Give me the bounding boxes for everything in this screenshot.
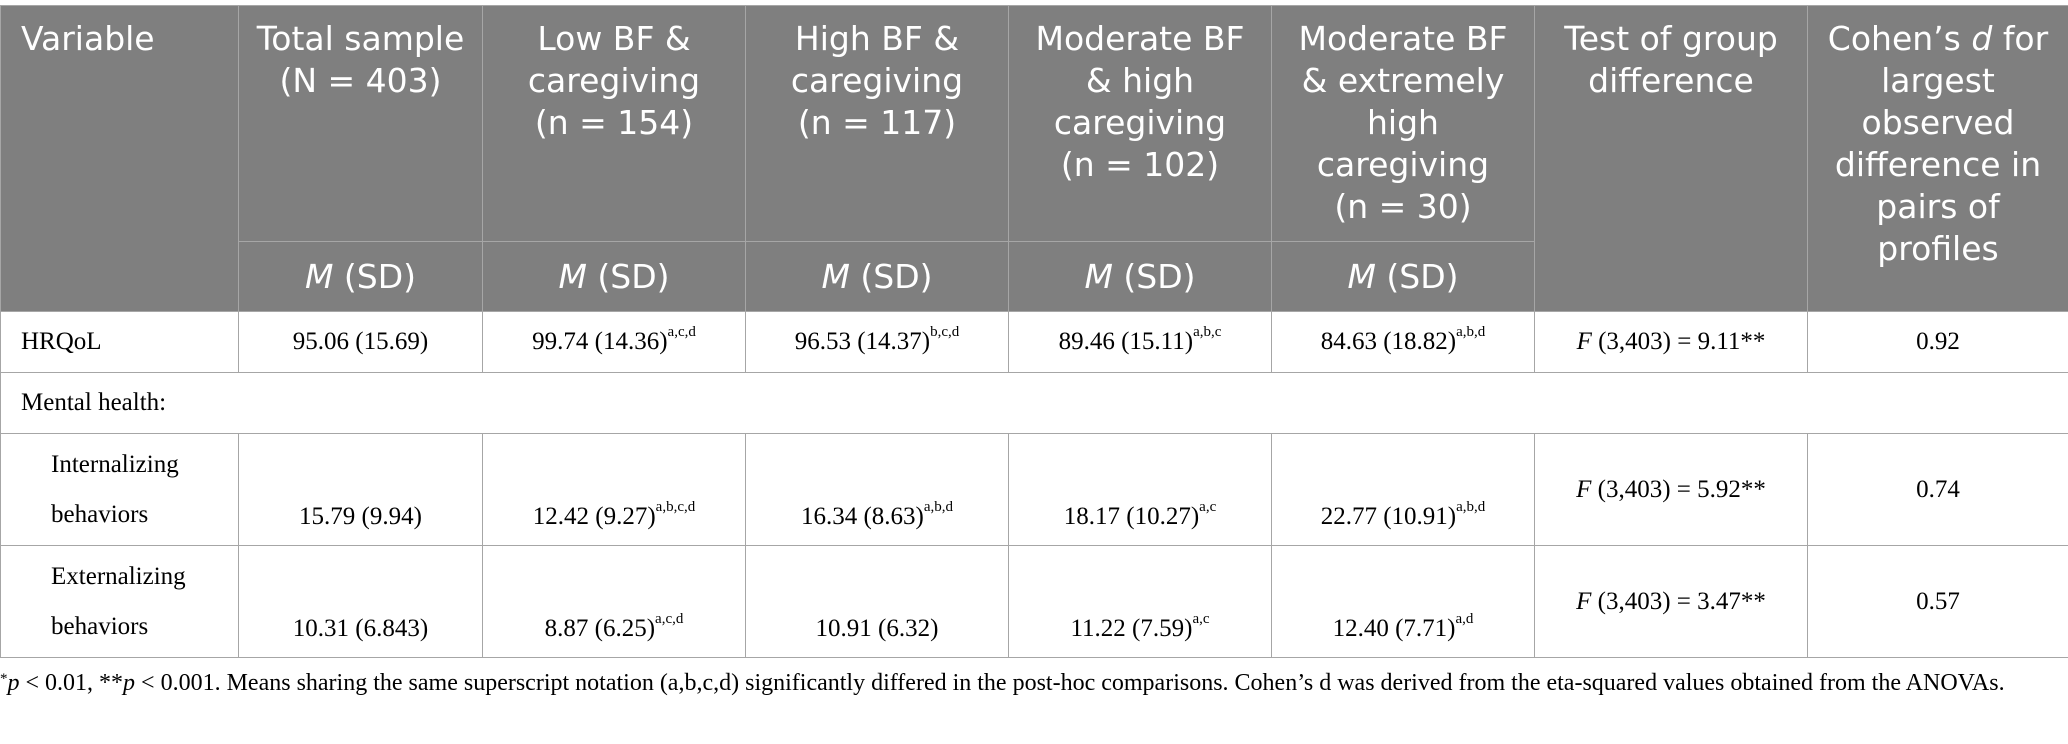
cell-test: F (3,403) = 5.92** (1534, 433, 1808, 546)
cell: 84.63 (18.82)a,b,d (1271, 311, 1535, 373)
cell-test: F (3,403) = 3.47** (1534, 545, 1808, 658)
header-msd: M (SD) (1271, 241, 1535, 312)
header-total-sample: Total sample (N = 403) (238, 5, 483, 242)
header-msd: M (SD) (238, 241, 483, 312)
header-moderate-extreme: Moderate BF & extremely high caregiving(… (1271, 5, 1535, 242)
cell: 16.34 (8.63)a,b,d (745, 433, 1009, 546)
cell: 10.31 (6.843) (238, 545, 483, 658)
cell: 12.40 (7.71)a,d (1271, 545, 1535, 658)
cell-test: F (3,403) = 9.11** (1534, 311, 1808, 373)
row-label: HRQoL (0, 311, 239, 373)
cell: 15.79 (9.94) (238, 433, 483, 546)
row-label: Externalizing behaviors (0, 545, 239, 658)
results-table: Variable Total sample (N = 403) Low BF & … (0, 5, 2068, 658)
cell: 8.87 (6.25)a,c,d (482, 545, 746, 658)
cell: 22.77 (10.91)a,b,d (1271, 433, 1535, 546)
header-cohens-d: Cohen’s d for largest observed differenc… (1807, 5, 2068, 312)
cell: 18.17 (10.27)a,c (1008, 433, 1272, 546)
header-high-bf: High BF & caregiving (n = 117) (745, 5, 1009, 242)
header-test-group-difference: Test of group difference (1534, 5, 1808, 312)
header-variable: Variable (0, 5, 239, 312)
header-msd: M (SD) (1008, 241, 1272, 312)
header-low-bf: Low BF & caregiving (n = 154) (482, 5, 746, 242)
cell: 89.46 (15.11)a,b,c (1008, 311, 1272, 373)
cell: 95.06 (15.69) (238, 311, 483, 373)
table-footnote: *p < 0.01, **p < 0.001. Means sharing th… (0, 670, 2005, 696)
cell-cohen: 0.74 (1807, 433, 2068, 546)
header-msd: M (SD) (745, 241, 1009, 312)
cell: 12.42 (9.27)a,b,c,d (482, 433, 746, 546)
cell: 96.53 (14.37)b,c,d (745, 311, 1009, 373)
table-row: Externalizing behaviors 10.31 (6.843) 8.8… (0, 545, 2068, 658)
header-moderate-high: Moderate BF & high caregiving (n = 102) (1008, 5, 1272, 242)
cell: 11.22 (7.59)a,c (1008, 545, 1272, 658)
table-row: Internalizing behaviors 15.79 (9.94) 12.4… (0, 433, 2068, 546)
cell-cohen: 0.92 (1807, 311, 2068, 373)
section-label: Mental health: (0, 372, 2068, 434)
cell-cohen: 0.57 (1807, 545, 2068, 658)
row-label: Internalizing behaviors (0, 433, 239, 546)
header-msd: M (SD) (482, 241, 746, 312)
table-row: Mental health: (0, 372, 2068, 434)
cell: 10.91 (6.32) (745, 545, 1009, 658)
table-row: HRQoL 95.06 (15.69) 99.74 (14.36)a,c,d 9… (0, 311, 2068, 373)
cell: 99.74 (14.36)a,c,d (482, 311, 746, 373)
